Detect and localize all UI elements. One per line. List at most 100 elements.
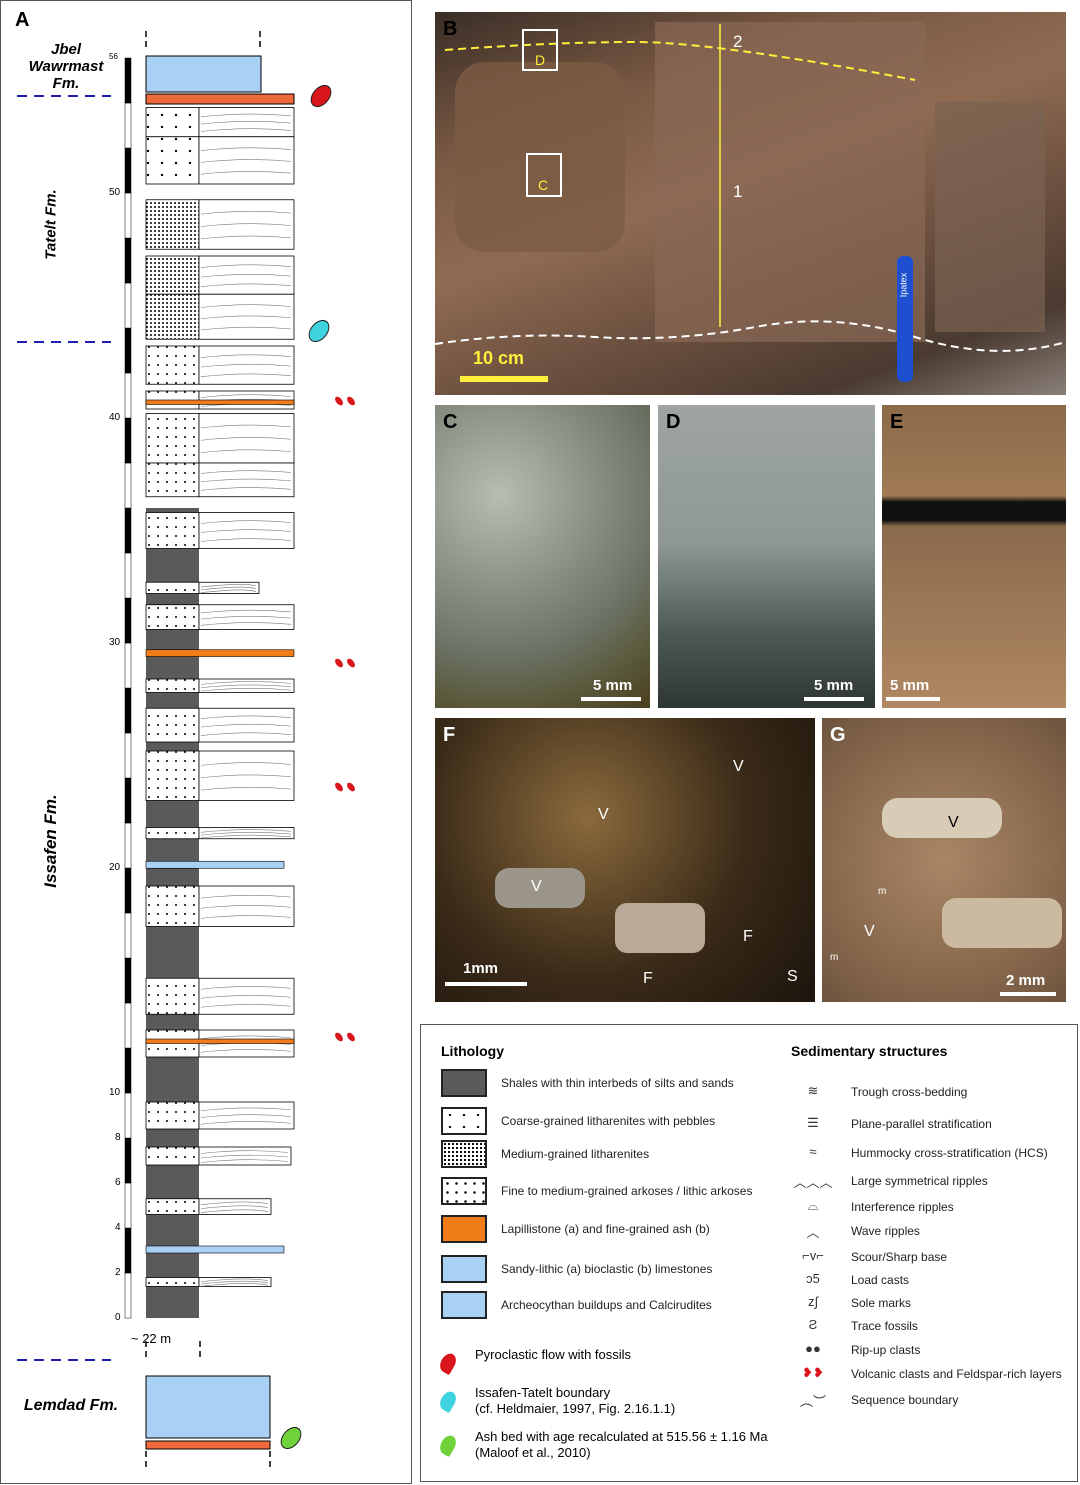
bedding-line [200, 1205, 269, 1209]
limestone-bed [145, 860, 285, 869]
bedding-line [200, 834, 292, 839]
scale-bar-segment [124, 1272, 132, 1319]
lithology-bed [145, 293, 200, 340]
scale-bar-segment [124, 57, 132, 104]
bedding-line [200, 609, 292, 614]
ash-bed [145, 649, 295, 657]
structure-bed [198, 1277, 272, 1287]
structure-label: Hummocky cross-stratification (HCS) [851, 1146, 1048, 1160]
bedding-line [200, 1004, 292, 1008]
marker-pin-icon [436, 1388, 460, 1414]
scale-bar-segment [124, 192, 132, 239]
scale-bar-segment [124, 507, 132, 554]
pen-label: Ipatex [898, 272, 909, 298]
lithology-bed [145, 581, 200, 594]
bedding-line [200, 829, 292, 833]
structure-symbol-icon: ⌓ [807, 1198, 819, 1213]
bedding-line [200, 724, 292, 728]
scale-bar-segment [124, 282, 132, 329]
volcanic-clast-icon [335, 782, 343, 792]
bedding-line [200, 1049, 292, 1053]
lemdad-archeocyath [145, 1375, 271, 1439]
box-d-label: D [535, 52, 546, 68]
bedding-line [200, 538, 292, 542]
lithology-bed [145, 1277, 200, 1287]
panel-a-stratigraphic-column: A Jbel Wawrmast Fm. Tatelt Fm. Issafen F… [0, 0, 412, 1484]
lithology-swatch [441, 1291, 487, 1319]
scale-tick: 8 [115, 1132, 121, 1143]
bedding-line [200, 424, 292, 429]
lithology-bed [145, 345, 200, 385]
panel-d-label: D [666, 411, 681, 433]
jbel-wawrmast-limestone [145, 55, 262, 93]
bedding-line [200, 223, 292, 227]
bedding-line [200, 762, 292, 766]
marker-label: Ash bed with age recalculated at 515.56 … [475, 1429, 768, 1444]
lithology-bed [145, 827, 200, 840]
scale-bar-segment [124, 327, 132, 374]
scale-tick: 10 [109, 1087, 121, 1098]
bedding-line [200, 315, 292, 320]
structure-bed [198, 1198, 272, 1215]
pyroclastic-bed [145, 93, 295, 105]
bedding-line [200, 470, 292, 474]
bedding-line [200, 1035, 292, 1040]
formation-lemdad: Lemdad Fm. [23, 1397, 119, 1414]
mark: F [643, 970, 653, 987]
bedding-line [200, 732, 292, 736]
scale-bar-segment [124, 1182, 132, 1229]
bedding-line [200, 995, 292, 999]
scale-tick: 20 [109, 862, 121, 873]
structure-bed [198, 581, 260, 594]
scale-bar-segment [124, 912, 132, 959]
mark: V [531, 878, 542, 895]
bedding-line [200, 688, 292, 692]
bedding-line [200, 264, 292, 268]
bedding-line [200, 915, 292, 919]
volcanic-clast-icon [335, 396, 343, 406]
volcanic-clast-icon [335, 1032, 343, 1042]
bedding-line [200, 147, 292, 151]
bedding-line [200, 1280, 269, 1285]
lithology-bed [145, 678, 200, 693]
scale-bar-segment [124, 372, 132, 419]
bedding-line [200, 354, 292, 358]
structure-label: Sequence boundary [851, 1393, 959, 1407]
lithology-label: Sandy-lithic (a) bioclastic (b) limeston… [501, 1262, 713, 1276]
panel-e-label: E [890, 411, 904, 433]
panel-f-label: F [443, 724, 456, 746]
lithology-bed [145, 136, 200, 185]
bedding-line [200, 684, 292, 689]
lemdad-ash-bed [145, 1440, 271, 1450]
scale-bar-segment [124, 867, 132, 914]
structure-symbol-icon: ≈ [809, 1144, 817, 1159]
scale-tick: 40 [109, 412, 121, 423]
scale-tick: 2 [115, 1267, 121, 1278]
scale-bar-segment [124, 552, 132, 599]
mark: V [864, 923, 875, 940]
bedding-line [200, 1283, 269, 1287]
bedding-line [200, 364, 292, 368]
bedding-line [200, 832, 292, 836]
lithology-bed [145, 1146, 200, 1166]
bedding-line [200, 487, 292, 491]
volcanic-clast-icon [347, 1032, 355, 1042]
structure-label: Trough cross-bedding [851, 1085, 968, 1099]
scale-bar-segment [124, 687, 132, 734]
lithology-label: Archeocythan buildups and Calcirudites [501, 1298, 712, 1312]
lithology-swatch [441, 1215, 487, 1243]
panel-b-label: B [443, 18, 458, 40]
scale-tick: 30 [109, 637, 121, 648]
bedding-line [200, 128, 292, 132]
interval-1-label: 1 [733, 182, 743, 201]
scale-bar-segment [124, 147, 132, 194]
photo-b-outcrop: B D C 1 2 Ipatex 10 cm [435, 12, 1066, 395]
photo-g-thin-section: G V V m m 2 mm [822, 718, 1066, 1002]
lithology-label: Medium-grained litharenites [501, 1147, 650, 1161]
photo-d: D 5 mm [658, 405, 875, 708]
lithology-swatch [441, 1255, 487, 1283]
interval-2-label: 2 [733, 32, 743, 51]
lithology-label: Coarse-grained litharenites with pebbles [501, 1114, 716, 1128]
structure-label: Large symmetrical ripples [851, 1174, 988, 1188]
scale-bar-segment [124, 102, 132, 149]
